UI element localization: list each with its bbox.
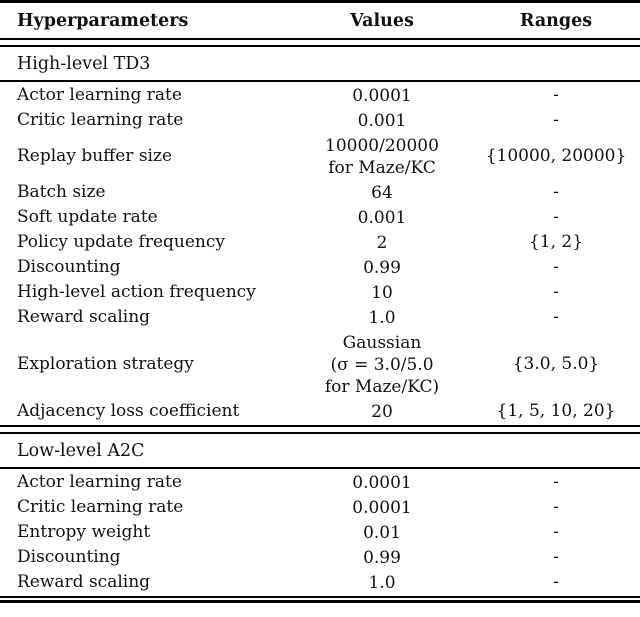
hyperparameter-range: - (553, 110, 559, 130)
hyperparameter-value: 2 (376, 232, 388, 253)
top-rule (0, 0, 640, 3)
hyperparameters-table: Hyperparameters Values Ranges High-level… (0, 0, 640, 603)
hyperparameter-name: Entropy weight (17, 522, 151, 542)
hyperparameter-value: 0.99 (363, 547, 401, 568)
hyperparameter-value: 10 (371, 282, 393, 303)
rule-gap (0, 598, 640, 600)
hyperparameter-value: 10000/20000 for Maze/KC (325, 135, 439, 178)
hyperparameter-range: - (553, 257, 559, 277)
hyperparameter-value: 0.0001 (352, 472, 412, 493)
table-row: Actor learning rate 0.0001 - (0, 470, 640, 495)
section-double-rule-top (0, 425, 640, 427)
hyperparameter-value: 1.0 (368, 307, 396, 328)
hyperparameter-name: Adjacency loss coefficient (17, 401, 240, 421)
section-double-rule-bottom (0, 432, 640, 434)
hyperparameter-range: {3.0, 5.0} (512, 354, 600, 374)
hyperparameter-value: Gaussian (σ = 3.0/5.0 for Maze/KC) (324, 332, 440, 397)
hyperparameter-range: - (553, 307, 559, 327)
table-row: Adjacency loss coefficient 20 {1, 5, 10,… (0, 399, 640, 424)
column-header-values: Values (350, 10, 414, 31)
hyperparameter-range: {1, 2} (528, 232, 584, 252)
hyperparameter-value: 0.001 (357, 207, 407, 228)
column-header-hyperparameters: Hyperparameters (17, 10, 189, 31)
section-body-low-level-a2c: Actor learning rate 0.0001 - Critic lear… (0, 469, 640, 596)
hyperparameter-range: - (553, 182, 559, 202)
header-double-rule-bottom (0, 45, 640, 47)
bottom-double-rule-top (0, 596, 640, 598)
hyperparameter-name: Actor learning rate (17, 85, 182, 105)
section-body-high-level-td3: Actor learning rate 0.0001 - Critic lear… (0, 82, 640, 425)
hyperparameter-range: - (553, 572, 559, 592)
bottom-double-rule-bottom (0, 600, 640, 603)
hyperparameter-name: Reward scaling (17, 572, 151, 592)
hyperparameter-range: - (553, 207, 559, 227)
hyperparameter-range: - (553, 547, 559, 567)
hyperparameter-name: Soft update rate (17, 207, 158, 227)
hyperparameter-value: 0.001 (357, 110, 407, 131)
hyperparameter-name: Discounting (17, 547, 121, 567)
table-row: Discounting 0.99 - (0, 255, 640, 280)
table-row: Soft update rate 0.001 - (0, 205, 640, 230)
table-row: Critic learning rate 0.0001 - (0, 495, 640, 520)
table-row: High-level action frequency 10 - (0, 280, 640, 305)
hyperparameter-name: Batch size (17, 182, 106, 202)
hyperparameter-range: - (553, 497, 559, 517)
hyperparameter-range: - (553, 472, 559, 492)
table-row: Discounting 0.99 - (0, 545, 640, 570)
table-row: Reward scaling 1.0 - (0, 570, 640, 595)
hyperparameter-value: 20 (371, 401, 393, 422)
table-row: Replay buffer size 10000/20000 for Maze/… (0, 133, 640, 180)
hyperparameter-range: - (553, 282, 559, 302)
hyperparameter-name: Critic learning rate (17, 110, 184, 130)
table-row: Reward scaling 1.0 - (0, 305, 640, 330)
rule-gap (0, 427, 640, 432)
section-rule (0, 80, 640, 82)
hyperparameter-value: 0.01 (363, 522, 401, 543)
header-double-rule-top (0, 38, 640, 40)
hyperparameter-value: 64 (371, 182, 393, 203)
hyperparameter-name: Actor learning rate (17, 472, 182, 492)
column-header-ranges: Ranges (519, 10, 593, 31)
hyperparameter-name: Policy update frequency (17, 232, 225, 252)
hyperparameter-value: 0.0001 (352, 497, 412, 518)
hyperparameter-range: - (553, 85, 559, 105)
hyperparameter-value: 0.0001 (352, 85, 412, 106)
hyperparameter-range: {10000, 20000} (485, 146, 627, 166)
hyperparameter-name: Reward scaling (17, 307, 151, 327)
section-rule (0, 467, 640, 469)
section-title-low-level-a2c: Low-level A2C (17, 440, 145, 461)
section-title-high-level-td3: High-level TD3 (17, 53, 151, 74)
hyperparameter-name: High-level action frequency (17, 282, 256, 302)
hyperparameter-range: {1, 5, 10, 20} (496, 401, 616, 421)
hyperparameter-range: - (553, 522, 559, 542)
table-row: Critic learning rate 0.001 - (0, 108, 640, 133)
hyperparameter-name: Critic learning rate (17, 497, 184, 517)
table-row: Batch size 64 - (0, 180, 640, 205)
hyperparameter-name: Discounting (17, 257, 121, 277)
table-header-row: Hyperparameters Values Ranges (0, 3, 640, 38)
hyperparameter-value: 0.99 (363, 257, 401, 278)
hyperparameter-name: Exploration strategy (17, 354, 194, 374)
table-row: Policy update frequency 2 {1, 2} (0, 230, 640, 255)
table-row: Actor learning rate 0.0001 - (0, 83, 640, 108)
table-row: Entropy weight 0.01 - (0, 520, 640, 545)
hyperparameter-value: 1.0 (368, 572, 396, 593)
table-row: Exploration strategy Gaussian (σ = 3.0/5… (0, 330, 640, 399)
hyperparameter-name: Replay buffer size (17, 146, 173, 166)
rule-gap (0, 40, 640, 45)
